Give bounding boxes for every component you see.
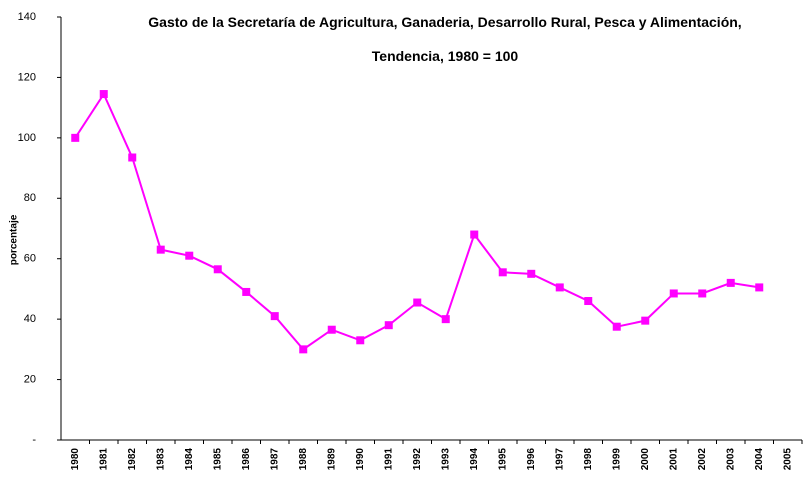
x-tick-label: 1998 xyxy=(583,448,594,471)
point xyxy=(270,312,279,321)
y-tick-label: 60 xyxy=(24,253,36,265)
point xyxy=(413,298,422,307)
chart-subtitle: Tendencia, 1980 = 100 xyxy=(371,48,519,64)
x-tick-label: 1981 xyxy=(98,448,109,471)
x-tick-label: 1993 xyxy=(440,448,451,471)
point xyxy=(128,153,137,162)
x-tick-label: 1997 xyxy=(554,448,565,471)
point xyxy=(726,278,735,287)
x-tick-label: 1988 xyxy=(298,448,309,471)
y-tick-label: 20 xyxy=(24,373,36,385)
x-tick-label: 1999 xyxy=(611,448,622,471)
y-tick-label: 40 xyxy=(24,313,36,325)
point xyxy=(584,297,593,306)
point xyxy=(755,283,764,292)
point xyxy=(441,315,450,324)
point xyxy=(698,289,707,298)
series-line xyxy=(74,91,760,351)
x-tick-label: 1992 xyxy=(412,448,423,471)
point xyxy=(299,345,308,354)
x-tick-label: 1987 xyxy=(269,448,280,471)
x-tick-label: 1982 xyxy=(127,448,138,471)
x-tick-label: 1994 xyxy=(469,448,480,471)
point xyxy=(384,321,393,330)
y-tick-label: 100 xyxy=(18,132,36,144)
point xyxy=(356,336,365,345)
x-tick-label: 1996 xyxy=(526,448,537,471)
x-tick-label: 1983 xyxy=(155,448,166,471)
x-tick-label: 2002 xyxy=(697,448,708,471)
point xyxy=(470,230,479,239)
x-tick-label: 1986 xyxy=(241,448,252,471)
point xyxy=(641,316,650,325)
x-tick-label: 2000 xyxy=(640,448,651,471)
x-tick-label: 1990 xyxy=(355,448,366,471)
y-tick-label: - xyxy=(32,434,36,446)
point xyxy=(555,283,564,292)
y-tick-label: 120 xyxy=(18,71,36,83)
point xyxy=(669,289,678,298)
x-tick-label: 1989 xyxy=(326,448,337,471)
x-tick-label: 1980 xyxy=(70,448,81,471)
x-tick-label: 1995 xyxy=(497,448,508,471)
x-tick-label: 2001 xyxy=(668,448,679,471)
point xyxy=(99,90,108,99)
y-axis-label: porcentaje xyxy=(9,214,20,265)
x-tick-label: 2005 xyxy=(782,448,793,471)
point xyxy=(213,265,222,274)
x-tick-label: 2004 xyxy=(754,448,765,471)
point xyxy=(156,245,165,254)
y-tick-label: 80 xyxy=(24,192,36,204)
point xyxy=(612,322,621,331)
point xyxy=(242,287,251,296)
point xyxy=(185,251,194,260)
point xyxy=(327,325,336,334)
point xyxy=(527,269,536,278)
point xyxy=(71,133,80,142)
point xyxy=(498,268,507,277)
chart-title: Gasto de la Secretaría de Agricultura, G… xyxy=(148,14,742,30)
x-tick-label: 1991 xyxy=(383,448,394,471)
x-tick-label: 2003 xyxy=(725,448,736,471)
x-tick-label: 1984 xyxy=(184,448,195,471)
x-tick-label: 1985 xyxy=(212,448,223,471)
y-tick-label: 140 xyxy=(18,11,36,23)
